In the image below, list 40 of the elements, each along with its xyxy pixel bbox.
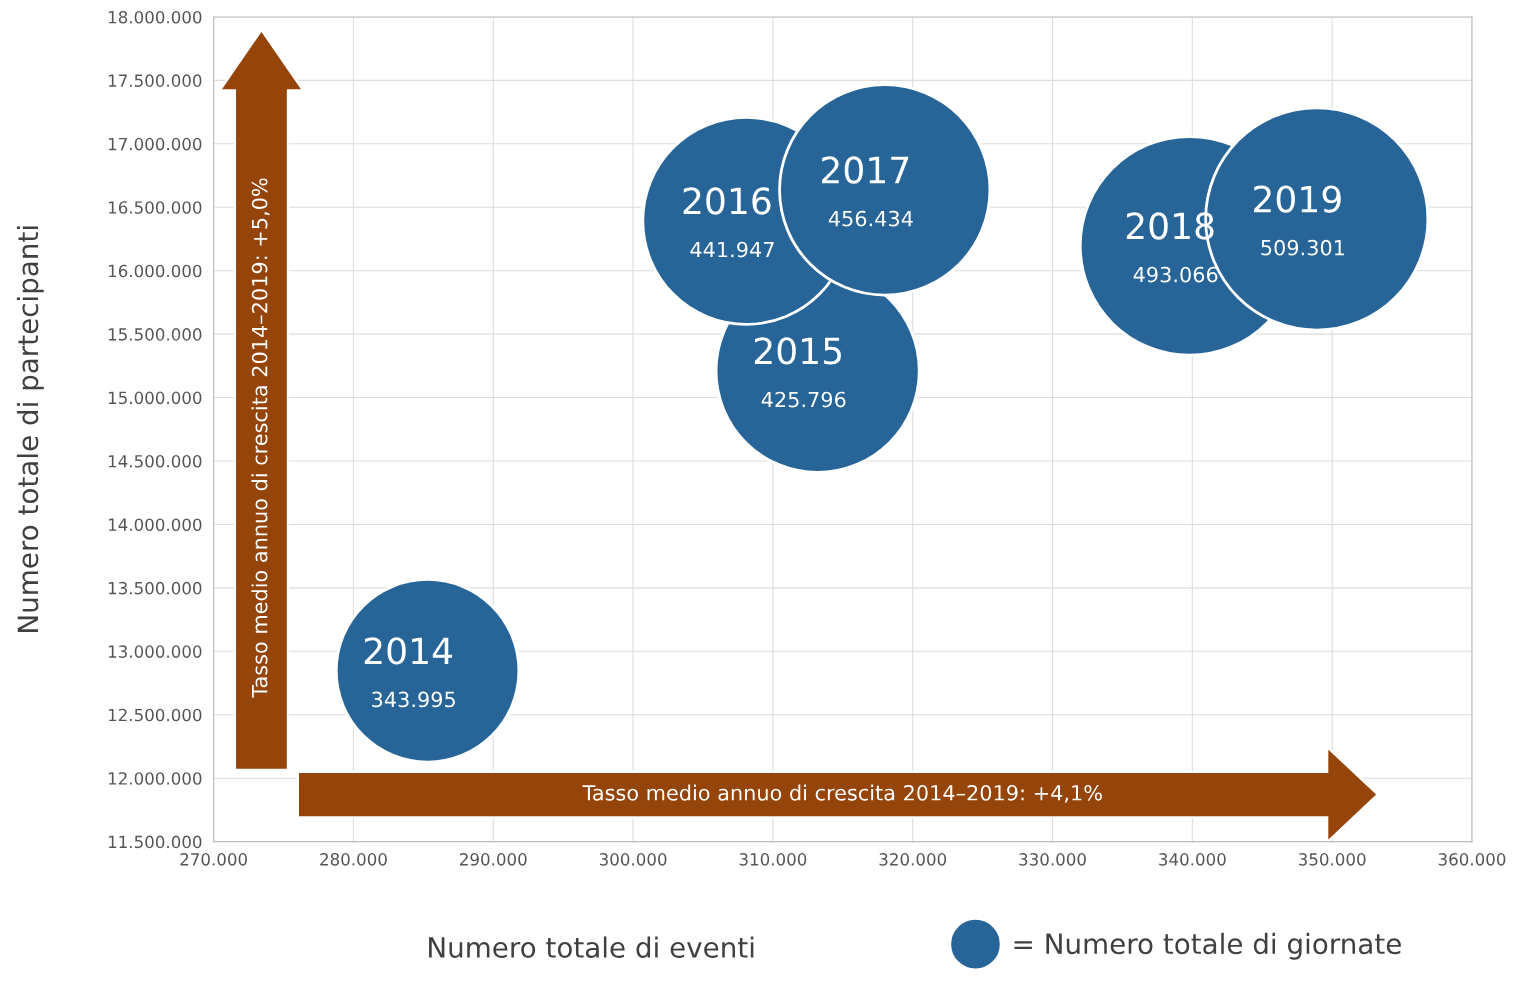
- y-tick-label: 15.000.000: [108, 391, 202, 405]
- y-tick-label: 13.000.000: [108, 645, 202, 658]
- data-label: 441.947: [690, 241, 774, 258]
- data-label: 343.995: [372, 691, 455, 708]
- annotation: Tasso medio annuo di crescita 2014–2019: +4,1%: [582, 784, 1102, 803]
- x-tick-label: 280.000: [320, 853, 387, 866]
- x-tick-label: 270.000: [180, 853, 247, 866]
- x-tick-label: 350.000: [1298, 853, 1366, 866]
- y-tick-label: 18.000.000: [108, 10, 202, 24]
- x-tick-label: 310.000: [739, 853, 807, 866]
- x-tick-label: 290.000: [460, 853, 527, 866]
- annotation: Tasso medio annuo di crescita 2014–2019: +5,0%: [251, 178, 270, 698]
- annotation: 2015: [754, 337, 841, 365]
- x-tick-label: 360.000: [1438, 853, 1506, 866]
- annotation: 2017: [822, 156, 909, 184]
- annotation: 2016: [683, 187, 771, 215]
- annotation: 2019: [1254, 185, 1341, 213]
- legend-label: = Numero totale di giornate: [1014, 932, 1401, 960]
- y-tick-label: 17.000.000: [108, 137, 202, 151]
- y-tick-label: 16.500.000: [108, 201, 202, 214]
- y-tick-label: 14.500.000: [108, 454, 202, 468]
- data-label: 509.301: [1261, 239, 1345, 256]
- annotation: 2014: [364, 637, 453, 665]
- data-label: 425.796: [761, 391, 846, 408]
- y-tick-label: 15.500.000: [108, 328, 202, 341]
- y-tick-label: 12.000.000: [108, 772, 202, 785]
- y-tick-label: 12.500.000: [108, 708, 202, 722]
- x-axis-title: Numero totale di eventi: [429, 936, 754, 958]
- y-tick-label: 16.000.000: [108, 264, 202, 278]
- x-tick-label: 330.000: [1019, 853, 1086, 866]
- y-tick-label: 13.500.000: [108, 581, 202, 595]
- data-label: 456.434: [828, 210, 913, 227]
- x-tick-label: 300.000: [599, 853, 667, 866]
- y-axis-title: Numero totale di partecipanti: [16, 226, 44, 632]
- y-tick-label: 11.500.000: [108, 835, 202, 849]
- y-tick-label: 17.500.000: [108, 74, 202, 87]
- x-tick-label: 320.000: [879, 853, 947, 866]
- x-tick-label: 340.000: [1159, 853, 1226, 866]
- data-label: 493.066: [1133, 266, 1218, 283]
- y-tick-label: 14.000.000: [108, 518, 202, 531]
